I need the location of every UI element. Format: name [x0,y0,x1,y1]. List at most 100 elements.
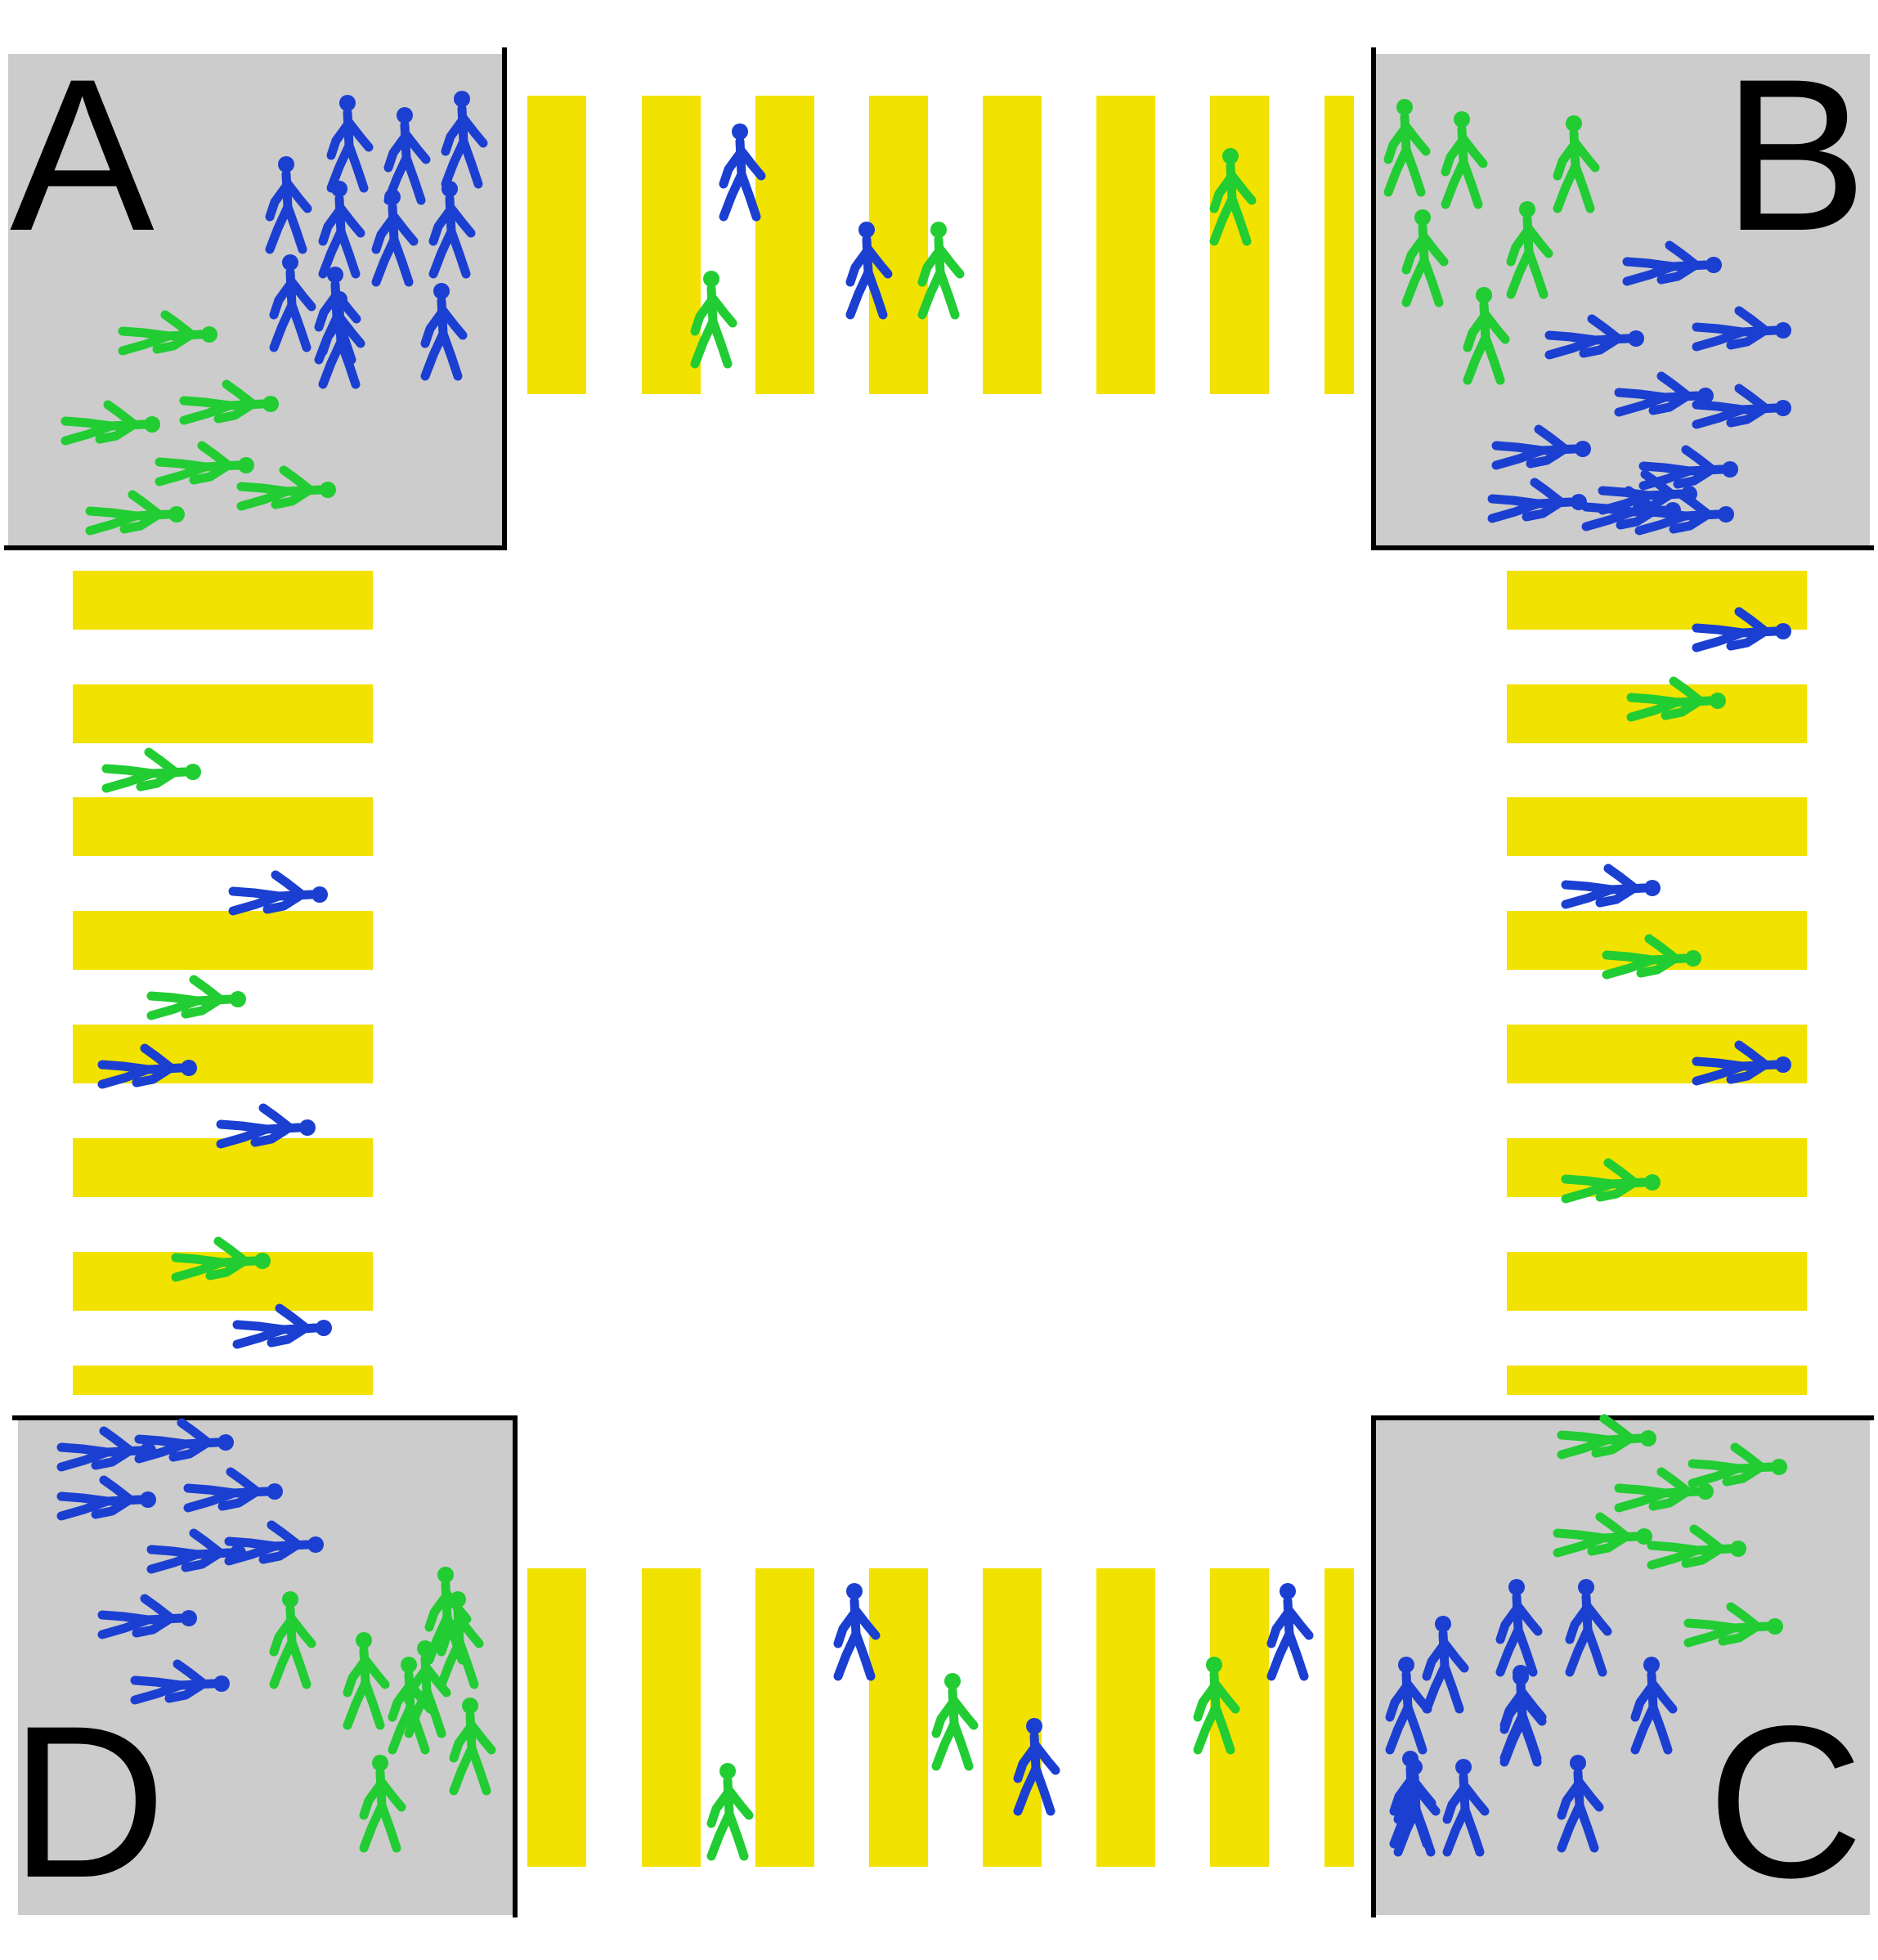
pedestrian-blue [1638,445,1738,491]
pedestrian-blue [441,91,488,189]
pedestrian-green [449,1698,496,1796]
pedestrian-green [1193,1657,1240,1755]
pedestrian-blue [1634,490,1734,536]
pedestrian-blue [1614,371,1714,417]
crosswalk-right-stripe [1507,797,1807,856]
pedestrian-green [118,310,217,356]
pedestrian-blue [1544,314,1644,360]
crosswalk-top-stripe [869,96,928,394]
pedestrian-blue [130,1659,230,1705]
pedestrian-green [155,441,254,487]
crosswalk-bottom-stripe [869,1568,928,1867]
pedestrian-blue [1385,1657,1432,1755]
pedestrian-green [388,1657,435,1755]
pedestrian-blue [56,1475,156,1521]
pedestrian-blue [224,1520,324,1566]
pedestrian-blue [1422,1616,1469,1714]
pedestrian-green [690,271,737,369]
pedestrian-green [101,747,201,793]
curb-borders [4,47,1874,1917]
curb-border-d [12,1415,518,1917]
crosswalk-top-stripe [983,96,1042,394]
pedestrian-blue [1013,1718,1060,1816]
pedestrian-blue [428,181,476,279]
pedestrian-green [1209,148,1257,246]
pedestrian-green [1463,287,1510,385]
pedestrian-blue [1266,1583,1314,1681]
pedestrian-blue [269,254,316,352]
pedestrian-green [61,400,160,446]
pedestrians [56,91,1791,1861]
pedestrian-blue [845,222,893,320]
corner-label-c: C [1707,1681,1864,1923]
pedestrian-blue [314,267,361,365]
curb-border-b [1371,47,1874,550]
pedestrian-blue [183,1467,283,1513]
pedestrian-blue [719,123,766,222]
pedestrian-green [917,222,965,320]
corner-label-b: B [1723,34,1867,276]
pedestrian-blue [326,95,374,193]
crosswalk-top-stripe [755,96,814,394]
pedestrian-blue [1389,1751,1437,1849]
pedestrian-blue [1561,863,1661,909]
pedestrian-blue [1495,1579,1543,1677]
pedestrian-green [1647,1524,1746,1570]
pedestrian-green [706,1763,754,1861]
pedestrian-green [1553,1512,1652,1558]
crosswalk-bottom-stripe [1096,1568,1155,1867]
crosswalk-top-stripe [1324,96,1354,394]
crosswalk-right-stripe [1507,1025,1807,1083]
curb-border-c [1371,1415,1874,1917]
crosswalk-left-stripe [73,1025,373,1083]
corner-b [1374,54,1870,547]
pedestrian-green [1626,676,1726,722]
pedestrian-green [1614,1467,1714,1513]
pedestrian-blue [1692,1040,1791,1086]
crosswalk-left-stripe [73,911,373,970]
pedestrian-green [1683,1602,1783,1648]
pedestrian-blue [216,1103,316,1149]
crosswalk-bottom-stripe [755,1568,814,1867]
pedestrian-green [1401,209,1449,307]
crosswalk-left-stripe [73,571,373,630]
pedestrian-blue [265,156,312,254]
pedestrian-green [236,465,336,511]
pedestrian-green [85,490,185,536]
pedestrian-green [931,1673,979,1771]
pedestrian-green [179,379,279,425]
pedestrian-green [1688,1442,1787,1488]
pedestrian-blue [1630,1657,1678,1755]
crosswalk-top-stripe [527,96,586,394]
pedestrian-green [1506,201,1553,299]
pedestrian-blue [1491,424,1591,470]
pedestrian-green [171,1236,271,1282]
crosswalk-right-stripe [1507,571,1807,630]
pedestrian-blue [97,1043,197,1089]
pedestrian-blue [1442,1759,1490,1857]
pedestrian-blue [318,181,365,279]
pedestrian-green [437,1591,484,1689]
pedestrian-blue [1487,478,1587,523]
pedestrian-blue [1622,240,1722,286]
pedestrian-blue [371,189,419,287]
pedestrian-blue [1598,469,1697,515]
crosswalk-right-stripe [1507,1252,1807,1311]
crosswalk-top-stripe [642,96,701,394]
pedestrian-green [269,1591,316,1689]
pedestrian-blue [97,1594,197,1639]
crosswalk-left-stripe [73,1366,373,1395]
crosswalk-bottom-stripe [1324,1568,1354,1867]
pedestrian-blue [1499,1665,1547,1763]
pedestrian-blue [1557,1755,1604,1853]
pedestrian-blue [134,1418,234,1464]
corner-a [8,54,504,547]
pedestrian-blue [232,1303,332,1349]
curb-border-a [4,47,507,550]
crosswalk-left-stripe [73,797,373,856]
pedestrian-green [1561,1158,1661,1204]
pedestrian-green [1383,99,1431,197]
pedestrian-green [1553,115,1600,213]
pedestrian-blue [1692,383,1791,429]
